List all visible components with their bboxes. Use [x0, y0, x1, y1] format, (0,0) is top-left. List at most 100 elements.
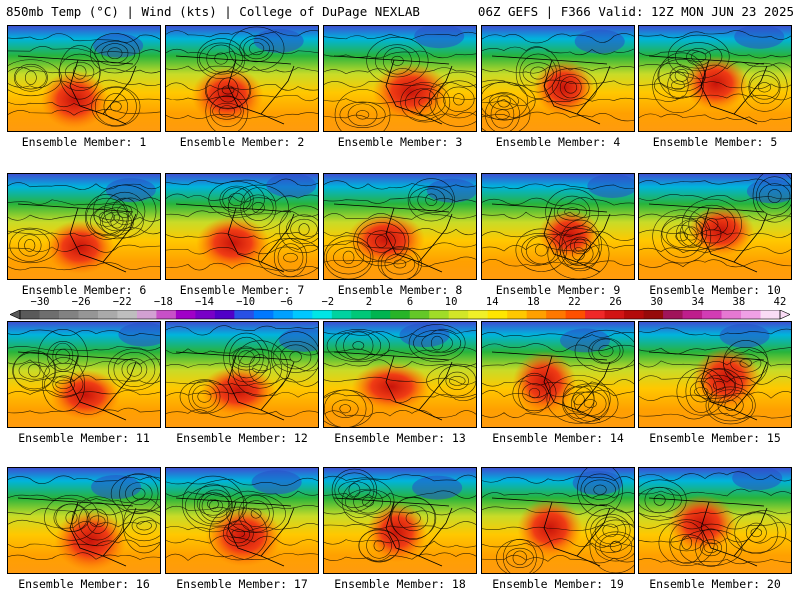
ensemble-map-panel [165, 467, 319, 574]
coastline-border [175, 55, 295, 125]
colorbar-swatch [526, 310, 547, 319]
colorbar-swatch [175, 310, 196, 319]
temperature-map [639, 468, 791, 573]
colorbar-tick-label: 6 [406, 296, 414, 308]
ensemble-map-panel [481, 25, 635, 132]
colorbar-swatch [97, 310, 118, 319]
colorbar-swatch [351, 310, 372, 319]
temperature-map [324, 468, 476, 573]
colorbar-swatch [390, 310, 411, 319]
coastline-border [648, 203, 768, 273]
ensemble-member-caption: Ensemble Member: 14 [492, 431, 624, 445]
coastline-border [648, 351, 768, 421]
ensemble-map-panel [638, 321, 792, 428]
ensemble-member-caption: Ensemble Member: 18 [334, 577, 466, 591]
colorbar-tick-label: 26 [609, 296, 622, 308]
colorbar-swatch [331, 310, 352, 319]
colorbar-strip [10, 310, 790, 320]
colorbar-swatch [682, 310, 703, 319]
colorbar-swatch [643, 310, 664, 319]
coastline-border [333, 351, 453, 421]
ensemble-member-caption: Ensemble Member: 13 [334, 431, 466, 445]
ensemble-member-caption: Ensemble Member: 2 [179, 135, 305, 149]
colorbar-swatch [234, 310, 255, 319]
colorbar-min-arrow [10, 310, 21, 320]
colorbar-swatch [604, 310, 625, 319]
temperature-map [166, 322, 318, 427]
ensemble-member-caption: Ensemble Member: 3 [337, 135, 463, 149]
ensemble-map-panel [481, 321, 635, 428]
temperature-map [324, 174, 476, 279]
coastline-border [17, 351, 137, 421]
coastline-border [491, 55, 611, 125]
colorbar-tick-label: 14 [485, 296, 499, 308]
colorbar-swatch [468, 310, 489, 319]
colorbar-swatch [195, 310, 216, 319]
colorbar-swatch [20, 310, 40, 319]
coastline-border [17, 203, 137, 273]
ensemble-member-caption: Ensemble Member: 4 [495, 135, 621, 149]
colorbar-tick-label: −14 [194, 296, 214, 308]
coastline-border [491, 351, 611, 421]
ensemble-member-caption: Ensemble Member: 15 [649, 431, 781, 445]
colorbar-tick-label: 34 [691, 296, 705, 308]
ensemble-member-caption: Ensemble Member: 10 [649, 283, 781, 297]
ensemble-member-caption: Ensemble Member: 7 [179, 283, 305, 297]
colorbar-swatch [253, 310, 274, 319]
ensemble-map-panel [481, 467, 635, 574]
colorbar-swatch [370, 310, 391, 319]
colorbar-tick-label: −10 [236, 296, 256, 308]
colorbar-swatch [214, 310, 235, 319]
colorbar-swatch [565, 310, 586, 319]
ensemble-member-caption: Ensemble Member: 19 [492, 577, 624, 591]
ensemble-member-caption: Ensemble Member: 17 [176, 577, 308, 591]
colorbar-tick-label: 10 [444, 296, 458, 308]
colorbar-swatch [136, 310, 157, 319]
coastline-border [648, 497, 768, 567]
ensemble-map-panel [323, 173, 477, 280]
colorbar-tick-label: 30 [650, 296, 663, 308]
temperature-map [166, 26, 318, 131]
colorbar-tick-label: 22 [568, 296, 581, 308]
colorbar-swatch [448, 310, 469, 319]
ensemble-map-panel [323, 321, 477, 428]
colorbar-swatch [585, 310, 606, 319]
colorbar-swatch [273, 310, 294, 319]
ensemble-member-caption: Ensemble Member: 20 [649, 577, 781, 591]
colorbar-swatch [292, 310, 313, 319]
product-title: 850mb Temp (°C) | Wind (kts) | College o… [6, 4, 420, 19]
colorbar-tick-label: 2 [365, 296, 373, 308]
ensemble-map-panel [7, 25, 161, 132]
colorbar-tick-label: −26 [71, 296, 91, 308]
ensemble-map-panel [7, 173, 161, 280]
temperature-map [8, 322, 160, 427]
colorbar-swatch [117, 310, 138, 319]
ensemble-map-panel [165, 173, 319, 280]
colorbar-swatch [624, 310, 645, 319]
ensemble-map-panel [323, 25, 477, 132]
temperature-map [639, 174, 791, 279]
coastline-border [175, 351, 295, 421]
temperature-map [324, 322, 476, 427]
ensemble-map-panel [165, 321, 319, 428]
temperature-map [8, 174, 160, 279]
temperature-map [166, 468, 318, 573]
coastline-border [491, 497, 611, 567]
coastline-border [17, 55, 137, 125]
colorbar-tick-label: 18 [527, 296, 540, 308]
colorbar-max-arrow [779, 310, 790, 320]
header: 850mb Temp (°C) | Wind (kts) | College o… [0, 0, 800, 24]
ensemble-member-caption: Ensemble Member: 16 [18, 577, 150, 591]
colorbar-swatch [721, 310, 742, 319]
temperature-map [482, 26, 634, 131]
ensemble-map-panel [638, 173, 792, 280]
temperature-map [324, 26, 476, 131]
coastline-border [175, 497, 295, 567]
coastline-border [648, 55, 768, 125]
coastline-border [491, 203, 611, 273]
ensemble-map-panel [7, 467, 161, 574]
colorbar-tick-label: −6 [280, 296, 293, 308]
colorbar-swatch [663, 310, 684, 319]
colorbar-swatch [760, 310, 781, 319]
temperature-map [482, 322, 634, 427]
